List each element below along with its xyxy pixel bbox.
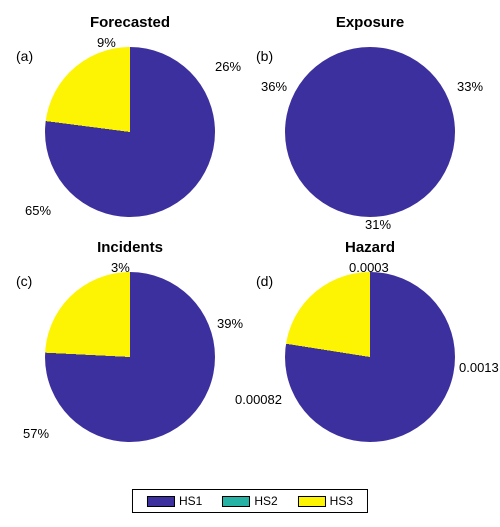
panel-a-label-hs2: 65%	[25, 203, 51, 218]
panel-c-title: Incidents	[10, 239, 250, 256]
legend-swatch-hs1	[147, 496, 175, 507]
panel-b-pie	[285, 47, 455, 217]
panel-c-letter: (c)	[16, 273, 32, 289]
legend-label-hs3: HS3	[330, 494, 353, 508]
legend-label-hs1: HS1	[179, 494, 202, 508]
panel-a-letter: (a)	[16, 48, 33, 64]
panel-c-label-hs1: 3%	[111, 260, 130, 275]
legend-label-hs2: HS2	[254, 494, 277, 508]
panel-d: Hazard (d) 0.00030.00130.00082	[250, 235, 490, 460]
panel-c-label-hs3: 39%	[217, 316, 243, 331]
panel-b-label-hs3: 33%	[457, 79, 483, 94]
panel-b-label-hs2: 31%	[365, 217, 391, 232]
panel-d-pie	[285, 272, 455, 442]
chart-grid: Forecasted (a) 9%26%65% Exposure (b) 36%…	[0, 0, 500, 460]
legend-item-hs1: HS1	[147, 494, 202, 508]
panel-a-pie	[45, 47, 215, 217]
legend-item-hs2: HS2	[222, 494, 277, 508]
panel-d-label-hs1: 0.0003	[349, 260, 389, 275]
legend-item-hs3: HS3	[298, 494, 353, 508]
panel-a-title: Forecasted	[10, 14, 250, 31]
panel-b-pie-wrap: 36%33%31%	[285, 47, 455, 217]
panel-b-label-hs1: 36%	[261, 79, 287, 94]
panel-b-letter: (b)	[256, 48, 273, 64]
panel-c-label-hs2: 57%	[23, 426, 49, 441]
panel-c-pie-wrap: 3%39%57%	[45, 272, 215, 442]
panel-a: Forecasted (a) 9%26%65%	[10, 10, 250, 235]
legend-swatch-hs3	[298, 496, 326, 507]
panel-a-label-hs3: 26%	[215, 59, 241, 74]
panel-c: Incidents (c) 3%39%57%	[10, 235, 250, 460]
panel-d-title: Hazard	[250, 239, 490, 256]
panel-b: Exposure (b) 36%33%31%	[250, 10, 490, 235]
panel-b-title: Exposure	[250, 14, 490, 31]
legend: HS1 HS2 HS3	[132, 489, 368, 513]
legend-swatch-hs2	[222, 496, 250, 507]
panel-c-pie	[45, 272, 215, 442]
panel-d-letter: (d)	[256, 273, 273, 289]
panel-d-label-hs3: 0.0013	[459, 360, 499, 375]
panel-a-pie-wrap: 9%26%65%	[45, 47, 215, 217]
panel-d-label-hs2: 0.00082	[235, 392, 282, 407]
panel-a-label-hs1: 9%	[97, 35, 116, 50]
panel-d-pie-wrap: 0.00030.00130.00082	[285, 272, 455, 442]
